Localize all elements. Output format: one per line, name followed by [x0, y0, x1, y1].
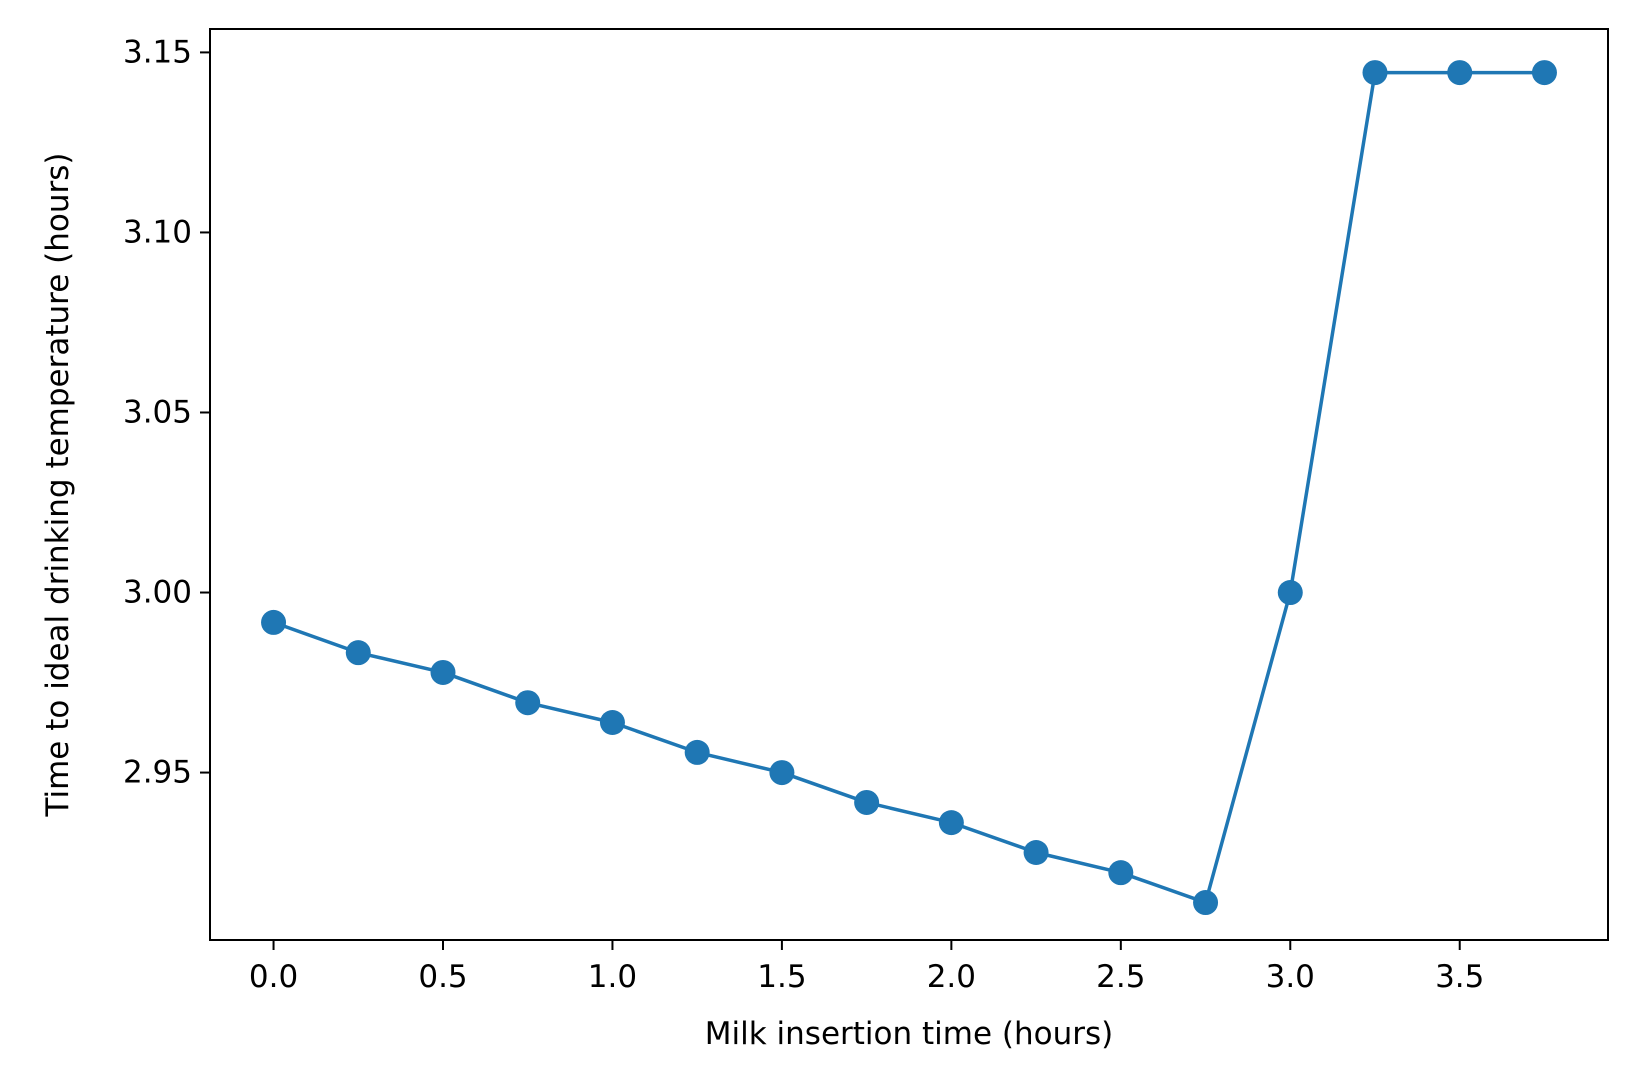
data-point	[854, 789, 880, 815]
x-tick-label: 0.0	[249, 959, 298, 995]
data-point	[1277, 580, 1303, 606]
x-tick-label: 2.0	[927, 959, 976, 995]
data-point	[938, 810, 964, 836]
data-point	[1108, 860, 1134, 886]
y-tick-label: 3.00	[123, 575, 192, 611]
x-tick-label: 1.5	[757, 959, 806, 995]
x-axis-label: Milk insertion time (hours)	[705, 1016, 1113, 1052]
y-tick-label: 3.05	[123, 394, 192, 430]
x-tick-label: 3.5	[1435, 959, 1484, 995]
y-tick-label: 3.10	[123, 214, 192, 250]
series-line	[272, 70, 1545, 905]
x-tick-label: 2.5	[1096, 959, 1145, 995]
data-point	[345, 640, 371, 666]
data-point	[769, 760, 795, 786]
data-point	[684, 739, 710, 765]
data-point	[1193, 890, 1219, 916]
x-tick-label: 3.0	[1266, 959, 1315, 995]
data-point	[599, 710, 625, 736]
data-point	[261, 609, 287, 635]
data-point	[1447, 60, 1473, 86]
data-point	[515, 690, 541, 716]
data-point	[1362, 60, 1388, 86]
data-point	[1023, 840, 1049, 866]
y-axis-ticks: 2.95 3.00 3.05 3.10 3.15	[123, 34, 210, 791]
x-tick-label: 0.5	[418, 959, 467, 995]
y-axis-label: Time to ideal drinking temperature (hour…	[40, 152, 76, 817]
data-point	[1531, 60, 1557, 86]
y-tick-label: 3.15	[123, 34, 192, 70]
y-tick-label: 2.95	[123, 755, 192, 791]
plot-area-frame	[209, 28, 1609, 941]
x-axis-ticks: 0.0 0.5 1.0 1.5 2.0 2.5 3.0 3.5	[249, 940, 1484, 995]
data-point	[430, 659, 456, 685]
series-layer	[261, 60, 1557, 916]
x-tick-label: 1.0	[588, 959, 637, 995]
